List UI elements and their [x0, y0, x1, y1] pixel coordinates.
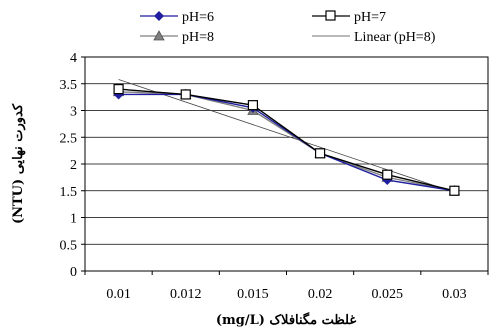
point-ph7	[449, 185, 460, 196]
point-ph7	[180, 89, 191, 100]
series-line-ph6	[118, 93, 455, 192]
grid	[85, 83, 488, 245]
point-ph7	[247, 100, 259, 111]
legend: pH=6 pH=7 pH=8 Linear (pH=8)	[140, 10, 436, 45]
x-tick-label: 0.02	[308, 287, 333, 302]
legend-entry-linear-ph8: Linear (pH=8)	[312, 30, 436, 45]
y-tick-label: 0	[70, 265, 77, 280]
point-ph7	[314, 148, 326, 159]
point-ph7	[113, 83, 124, 95]
x-axis: 0.01 0.012 0.015 0.02 0.025 0.03	[84, 271, 489, 302]
x-tick-label: 0.015	[237, 287, 269, 302]
x-tick-label: 0.01	[106, 287, 131, 302]
y-tick-label: 2	[70, 158, 77, 173]
trendline-layer	[118, 79, 455, 193]
series-layer	[112, 83, 461, 196]
y-tick-label: 1	[70, 212, 77, 227]
point-ph7	[382, 169, 393, 180]
legend-entry-ph7: pH=7	[312, 10, 386, 25]
y-tick-label: 2.5	[60, 131, 78, 146]
series-line-ph7	[118, 88, 455, 192]
trendline-linear-ph8	[118, 79, 455, 193]
y-tick-label: 1.5	[60, 185, 78, 200]
legend-entry-ph8: pH=8	[140, 30, 214, 45]
series-line-ph8	[118, 91, 455, 192]
x-tick-label: 0.012	[170, 287, 202, 302]
y-tick-label: 3.5	[60, 78, 78, 93]
y-tick-label: 3	[70, 105, 77, 120]
y-tick-label: 4	[70, 51, 77, 66]
legend-label-ph8: pH=8	[182, 30, 214, 45]
x-tick-label: 0.025	[372, 287, 404, 302]
x-tick-label: 0.03	[442, 287, 467, 302]
legend-label-ph6: pH=6	[182, 10, 214, 25]
legend-label-linear-ph8: Linear (pH=8)	[354, 30, 436, 45]
legend-entry-ph6: pH=6	[140, 10, 214, 25]
legend-label-ph7: pH=7	[354, 10, 386, 25]
y-tick-label: 0.5	[60, 238, 78, 253]
x-axis-title: غلظت مگنافلاک (mg/L)	[216, 311, 356, 328]
y-axis: 0 0.5 1 1.5 2 2.5 3 3.5 4	[60, 51, 85, 280]
y-axis-title: کدورت نهایی (NTU)	[11, 103, 26, 224]
